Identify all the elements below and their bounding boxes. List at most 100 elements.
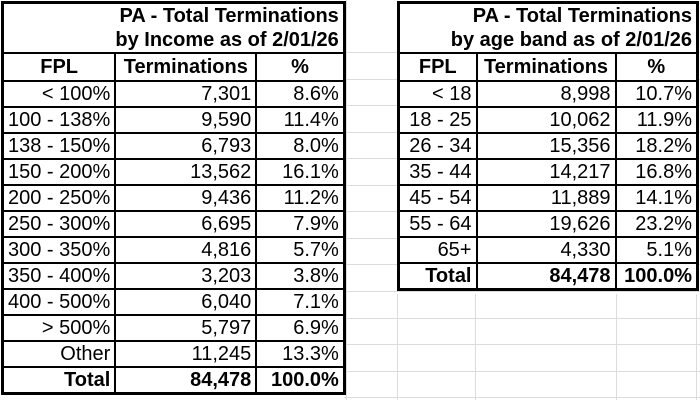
pct-cell[interactable]: 16.8%	[614, 158, 699, 186]
terminations-cell[interactable]: 19,626	[475, 210, 617, 238]
fpl-cell[interactable]: 200 - 250%	[1, 184, 117, 212]
total-label-cell[interactable]: Total	[1, 366, 117, 395]
terminations-cell[interactable]: 4,816	[114, 236, 258, 264]
pct-cell[interactable]: 11.9%	[614, 106, 699, 134]
title-line-2: by Income as of 2/01/26	[115, 29, 339, 51]
table-row: 26 - 34 15,356 18.2%	[397, 132, 699, 160]
gridline	[344, 291, 700, 292]
terminations-cell[interactable]: 15,356	[475, 132, 617, 160]
title-line-1: PA - Total Terminations	[119, 5, 339, 27]
pct-cell[interactable]: 10.7%	[614, 80, 699, 108]
pct-cell[interactable]: 7.9%	[255, 210, 346, 238]
table-title-row: PA - Total Terminations by age band as o…	[397, 1, 699, 54]
table-row: 18 - 25 10,062 11.9%	[397, 106, 699, 134]
pct-cell[interactable]: 6.9%	[255, 314, 346, 342]
terminations-cell[interactable]: 11,889	[475, 184, 617, 212]
total-row: Total 84,478 100.0%	[1, 366, 346, 395]
terminations-cell[interactable]: 6,793	[114, 132, 258, 160]
age-band-cell[interactable]: 65+	[397, 236, 478, 264]
terminations-cell[interactable]: 13,562	[114, 158, 258, 186]
gridline	[616, 294, 617, 400]
total-pct-cell[interactable]: 100.0%	[614, 262, 699, 291]
age-band-cell[interactable]: 45 - 54	[397, 184, 478, 212]
fpl-cell[interactable]: 400 - 500%	[1, 288, 117, 316]
total-row: Total 84,478 100.0%	[397, 262, 699, 291]
total-label-cell[interactable]: Total	[397, 262, 478, 291]
terminations-cell[interactable]: 7,301	[114, 80, 258, 108]
terminations-cell[interactable]: 10,062	[475, 106, 617, 134]
pct-cell[interactable]: 7.1%	[255, 288, 346, 316]
fpl-cell[interactable]: < 100%	[1, 80, 117, 108]
table-row: 250 - 300% 6,695 7.9%	[1, 210, 346, 238]
header-fpl[interactable]: FPL	[1, 52, 117, 82]
total-terminations-cell[interactable]: 84,478	[114, 366, 258, 395]
fpl-cell[interactable]: > 500%	[1, 314, 117, 342]
table-header-row: FPL Terminations %	[397, 52, 699, 82]
pct-cell[interactable]: 23.2%	[614, 210, 699, 238]
age-table-title[interactable]: PA - Total Terminations by age band as o…	[397, 1, 699, 54]
table-row: 35 - 44 14,217 16.8%	[397, 158, 699, 186]
gridline	[346, 0, 347, 400]
age-band-cell[interactable]: < 18	[397, 80, 478, 108]
terminations-cell[interactable]: 5,797	[114, 314, 258, 342]
gridline	[397, 294, 398, 400]
gridline	[344, 371, 700, 372]
income-table-title[interactable]: PA - Total Terminations by Income as of …	[1, 1, 346, 54]
fpl-cell[interactable]: 350 - 400%	[1, 262, 117, 290]
header-pct[interactable]: %	[614, 52, 699, 82]
pct-cell[interactable]: 5.7%	[255, 236, 346, 264]
total-pct-cell[interactable]: 100.0%	[255, 366, 346, 395]
terminations-cell[interactable]: 9,436	[114, 184, 258, 212]
table-row: Other 11,245 13.3%	[1, 340, 346, 368]
header-terminations[interactable]: Terminations	[114, 52, 258, 82]
fpl-cell[interactable]: 138 - 150%	[1, 132, 117, 160]
age-band-cell[interactable]: 35 - 44	[397, 158, 478, 186]
pct-cell[interactable]: 11.2%	[255, 184, 346, 212]
gridline	[344, 344, 700, 345]
header-pct[interactable]: %	[255, 52, 346, 82]
fpl-cell[interactable]: 150 - 200%	[1, 158, 117, 186]
fpl-cell[interactable]: 100 - 138%	[1, 106, 117, 134]
fpl-cell[interactable]: 250 - 300%	[1, 210, 117, 238]
table-row: 400 - 500% 6,040 7.1%	[1, 288, 346, 316]
fpl-cell[interactable]: Other	[1, 340, 117, 368]
terminations-cell[interactable]: 3,203	[114, 262, 258, 290]
table-row: 55 - 64 19,626 23.2%	[397, 210, 699, 238]
gridline	[475, 294, 476, 400]
header-fpl[interactable]: FPL	[397, 52, 478, 82]
age-band-cell[interactable]: 55 - 64	[397, 210, 478, 238]
pct-cell[interactable]: 16.1%	[255, 158, 346, 186]
age-band-cell[interactable]: 18 - 25	[397, 106, 478, 134]
pct-cell[interactable]: 14.1%	[614, 184, 699, 212]
terminations-cell[interactable]: 8,998	[475, 80, 617, 108]
header-terminations[interactable]: Terminations	[475, 52, 617, 82]
age-band-cell[interactable]: 26 - 34	[397, 132, 478, 160]
title-line-1: PA - Total Terminations	[472, 5, 692, 27]
table-row: 65+ 4,330 5.1%	[397, 236, 699, 264]
title-line-2: by age band as of 2/01/26	[450, 29, 692, 51]
pct-cell[interactable]: 8.6%	[255, 80, 346, 108]
table-row: 300 - 350% 4,816 5.7%	[1, 236, 346, 264]
terminations-cell[interactable]: 14,217	[475, 158, 617, 186]
table-row: > 500% 5,797 6.9%	[1, 314, 346, 342]
terminations-cell[interactable]: 9,590	[114, 106, 258, 134]
terminations-cell[interactable]: 6,695	[114, 210, 258, 238]
pct-cell[interactable]: 8.0%	[255, 132, 346, 160]
table-row: 45 - 54 11,889 14.1%	[397, 184, 699, 212]
table-row: < 18 8,998 10.7%	[397, 80, 699, 108]
terminations-cell[interactable]: 11,245	[114, 340, 258, 368]
table-row: < 100% 7,301 8.6%	[1, 80, 346, 108]
pct-cell[interactable]: 18.2%	[614, 132, 699, 160]
pct-cell[interactable]: 11.4%	[255, 106, 346, 134]
pct-cell[interactable]: 5.1%	[614, 236, 699, 264]
pct-cell[interactable]: 13.3%	[255, 340, 346, 368]
age-band-terminations-table: PA - Total Terminations by age band as o…	[397, 1, 699, 291]
table-row: 150 - 200% 13,562 16.1%	[1, 158, 346, 186]
pct-cell[interactable]: 3.8%	[255, 262, 346, 290]
terminations-cell[interactable]: 6,040	[114, 288, 258, 316]
fpl-cell[interactable]: 300 - 350%	[1, 236, 117, 264]
terminations-cell[interactable]: 4,330	[475, 236, 617, 264]
total-terminations-cell[interactable]: 84,478	[475, 262, 617, 291]
table-header-row: FPL Terminations %	[1, 52, 346, 82]
